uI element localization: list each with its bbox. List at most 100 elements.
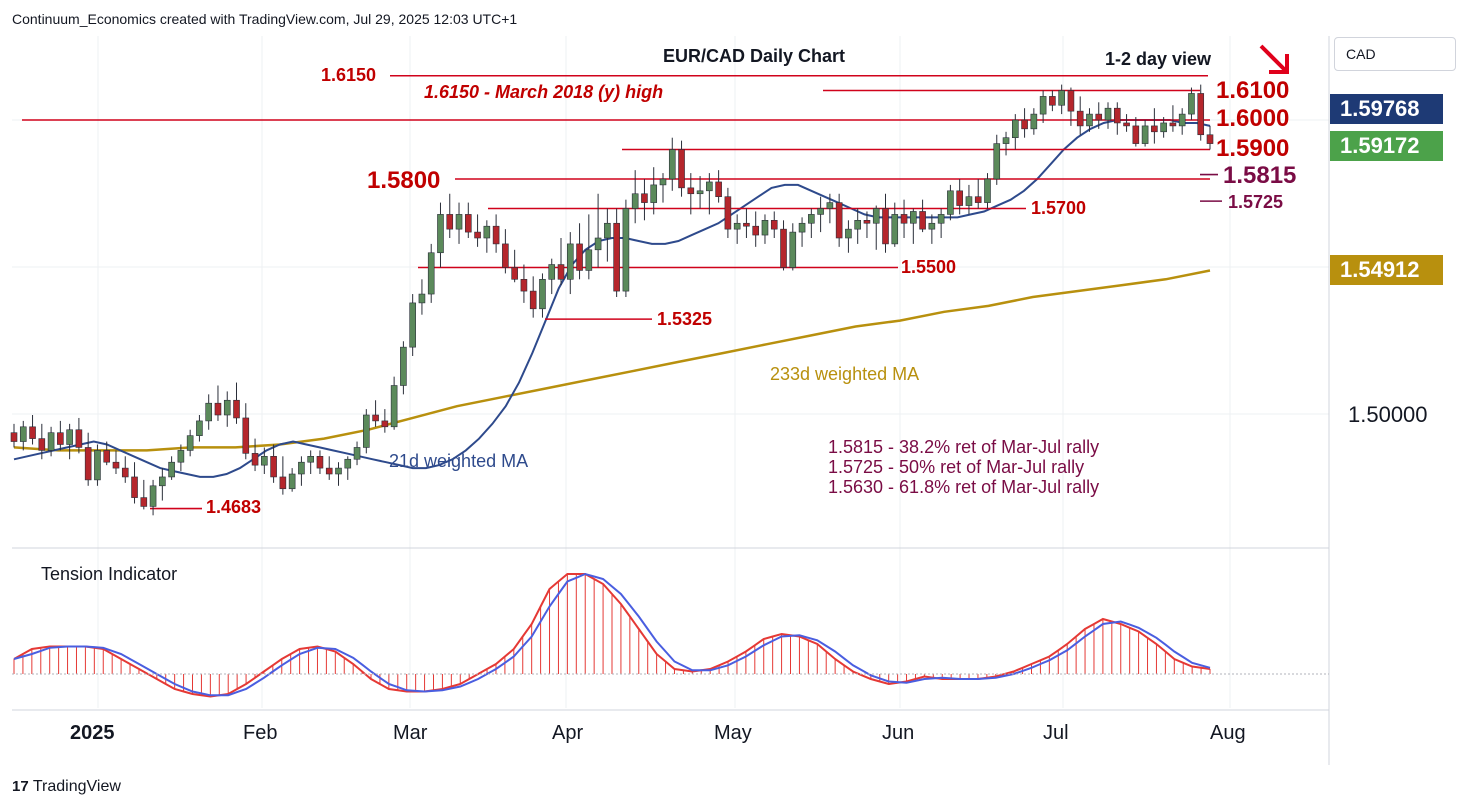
level-label-16000: 1.6000 [1216,105,1290,132]
candle-up [594,237,602,251]
candle-up [1012,119,1019,139]
candle-up [668,149,676,180]
chart-frame [12,36,1330,765]
candlesticks [10,84,1214,516]
candle-down [724,196,732,230]
candle-down [112,461,120,469]
chart-source-header: Continuum_Economics created with Trading… [12,11,518,27]
candle-down [140,497,148,507]
candle-up [826,202,834,209]
candle-up [1104,107,1112,121]
candle-up [1030,113,1038,130]
candle-up [288,473,296,490]
candle-down [1095,113,1103,121]
candle-up [947,190,954,215]
candle-up [455,214,463,230]
tradingview-logo[interactable]: 17 TradingView [12,778,121,795]
candle-up [761,220,769,236]
candle-down [882,208,889,245]
currency-button[interactable] [1334,37,1456,71]
candle-down [381,420,389,428]
ma21-label: 21d weighted MA [389,451,529,471]
candle-up [910,211,917,224]
candle-up [733,222,741,230]
candle-up [205,402,212,422]
candle-down [863,220,871,224]
tension-signal-line [13,572,1211,697]
level-label-15700: 1.5700 [1031,198,1087,218]
candle-up [177,450,185,463]
candle-down [770,220,778,230]
candle-down [316,455,324,469]
x-tick-apr: Apr [552,722,584,744]
chart-grid [12,36,1329,708]
candle-down [10,432,18,442]
candle-down [780,228,787,268]
candle-up [993,143,1001,180]
level-label-16150: 1.6150 [321,65,377,85]
ma233-line [13,269,1211,452]
candle-down [1049,96,1056,106]
ma233-label: 233d weighted MA [770,364,920,384]
tension-indicator-title: Tension Indicator [41,564,178,584]
candle-down [233,399,240,419]
candle-up [196,420,203,436]
candle-up [400,346,407,386]
candle-up [223,399,231,416]
candle-up [261,455,268,466]
candle-down [214,402,222,416]
candle-up [854,220,861,230]
candle-up [808,214,815,224]
candle-up [307,455,314,463]
candle-down [372,414,379,422]
x-tick-aug: Aug [1210,722,1246,744]
price-box-current: 1.59172 [1330,131,1443,161]
candle-up [937,214,945,224]
currency-label: CAD [1346,46,1376,62]
candle-down [502,243,509,268]
ma21-series [13,119,1211,478]
chart-title: EUR/CAD Daily Chart [663,46,846,66]
ma233-series [13,269,1211,452]
level-label-15500: 1.5500 [901,257,957,277]
candle-up [1178,113,1186,127]
level-label-16100: 1.6100 [1216,77,1290,104]
candle-down [279,476,287,490]
level-label-15725: 1.5725 [1228,192,1284,212]
candle-down [919,211,926,230]
candle-up [548,264,556,280]
candle-up [390,385,398,428]
candle-up [928,222,936,230]
retracement-note-2: 1.5725 - 50% ret of Mar-Jul rally [828,457,1085,477]
candle-up [872,208,880,224]
candle-up [789,231,797,268]
retracement-note-3: 1.5630 - 61.8% ret of Mar-Jul rally [828,477,1100,497]
candle-up [798,222,806,233]
candle-down [121,467,129,478]
x-tick-jul: Jul [1043,722,1069,744]
candle-down [743,222,750,227]
candle-up [845,228,852,239]
candle-down [464,214,472,233]
level-label-15900: 1.5900 [1216,135,1290,162]
candle-up [566,243,574,280]
candle-up [298,461,305,475]
candle-up [604,222,611,239]
candle-up [19,426,27,442]
candle-up [418,293,426,304]
candle-up [47,432,55,451]
tradingview-logo-text: TradingView [32,778,121,795]
candle-down [557,264,565,280]
candle-up [539,278,546,310]
candle-down [57,432,64,445]
candle-up [483,225,491,239]
candle-up [1058,90,1065,106]
candle-up [149,485,157,507]
candle-down [613,222,620,292]
candle-up [94,450,101,481]
candle-down [641,193,648,203]
candle-up [1002,137,1010,144]
x-tick-may: May [714,722,752,744]
candle-up [696,190,704,195]
